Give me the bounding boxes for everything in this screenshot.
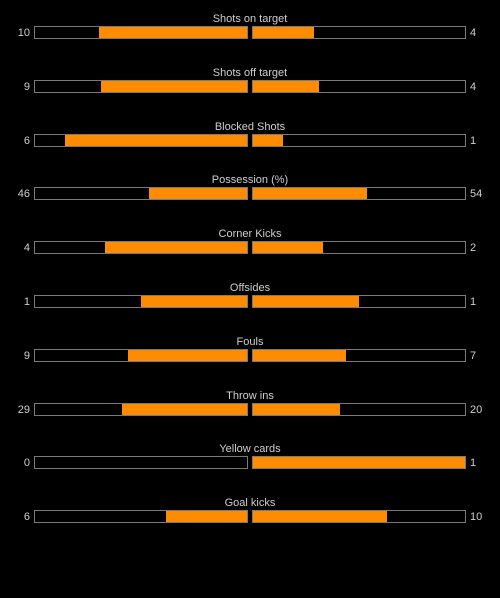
home-bar-fill: [64, 135, 247, 146]
home-value: 1: [23, 296, 30, 308]
away-bar: [252, 510, 466, 523]
stat-label: Blocked Shots: [214, 121, 286, 133]
home-value: 9: [23, 81, 30, 93]
away-bar-fill: [253, 188, 368, 199]
away-bar-fill: [253, 135, 283, 146]
away-value: 1: [470, 296, 477, 308]
home-bar: [34, 403, 248, 416]
away-bar-fill: [253, 511, 387, 522]
stat-row: Possession (%) 46 54: [0, 173, 500, 213]
home-bar-fill: [98, 27, 247, 38]
stat-label: Shots off target: [212, 67, 288, 79]
home-bar-fill: [121, 404, 247, 415]
home-value: 4: [23, 242, 30, 254]
stat-label: Throw ins: [226, 390, 274, 402]
stat-label: Offsides: [229, 282, 271, 294]
away-bar-fill: [253, 81, 319, 92]
home-bar-fill: [149, 188, 247, 199]
away-bar: [252, 349, 466, 362]
stat-row: Corner Kicks 4 2: [0, 227, 500, 267]
away-bar-fill: [253, 350, 347, 361]
home-bar: [34, 456, 248, 469]
stat-label: Possession (%): [211, 174, 289, 186]
home-bar: [34, 349, 248, 362]
stat-label: Fouls: [236, 336, 264, 348]
home-bar-fill: [100, 81, 247, 92]
home-value: 10: [17, 27, 30, 39]
away-value: 4: [470, 27, 477, 39]
stat-row: Shots off target 9 4: [0, 66, 500, 106]
away-value: 1: [470, 457, 477, 469]
stat-row: Yellow cards 0 1: [0, 442, 500, 482]
away-value: 1: [470, 135, 477, 147]
stat-row: Offsides 1 1: [0, 281, 500, 321]
away-bar: [252, 456, 466, 469]
away-bar-fill: [253, 242, 323, 253]
away-bar: [252, 26, 466, 39]
away-value: 4: [470, 81, 477, 93]
home-value: 6: [23, 511, 30, 523]
away-bar: [252, 241, 466, 254]
home-bar: [34, 80, 248, 93]
home-value: 9: [23, 350, 30, 362]
away-value: 7: [470, 350, 477, 362]
away-bar: [252, 295, 466, 308]
home-bar-fill: [104, 242, 247, 253]
away-value: 2: [470, 242, 477, 254]
stat-label: Corner Kicks: [218, 228, 282, 240]
stat-row: Goal kicks 6 10: [0, 496, 500, 536]
away-value: 20: [470, 404, 483, 416]
away-bar: [252, 187, 466, 200]
away-bar: [252, 134, 466, 147]
home-bar: [34, 295, 248, 308]
home-value: 0: [23, 457, 30, 469]
home-bar: [34, 510, 248, 523]
stat-label: Yellow cards: [219, 443, 281, 455]
stat-label: Goal kicks: [224, 497, 276, 509]
home-bar: [34, 241, 248, 254]
away-bar: [252, 403, 466, 416]
stat-row: Throw ins 29 20: [0, 389, 500, 429]
home-bar-fill: [141, 296, 247, 307]
home-bar: [34, 187, 248, 200]
home-bar: [34, 26, 248, 39]
stat-label: Shots on target: [212, 13, 288, 25]
away-bar-fill: [253, 457, 465, 468]
home-value: 29: [17, 404, 30, 416]
home-value: 6: [23, 135, 30, 147]
away-bar-fill: [253, 296, 359, 307]
away-bar-fill: [253, 404, 340, 415]
home-value: 46: [17, 188, 30, 200]
home-bar-fill: [128, 350, 247, 361]
away-value: 10: [470, 511, 483, 523]
away-value: 54: [470, 188, 483, 200]
stat-row: Shots on target 10 4: [0, 12, 500, 52]
stat-row: Fouls 9 7: [0, 335, 500, 375]
home-bar-fill: [166, 511, 247, 522]
home-bar: [34, 134, 248, 147]
away-bar-fill: [253, 27, 315, 38]
away-bar: [252, 80, 466, 93]
stat-row: Blocked Shots 6 1: [0, 120, 500, 160]
